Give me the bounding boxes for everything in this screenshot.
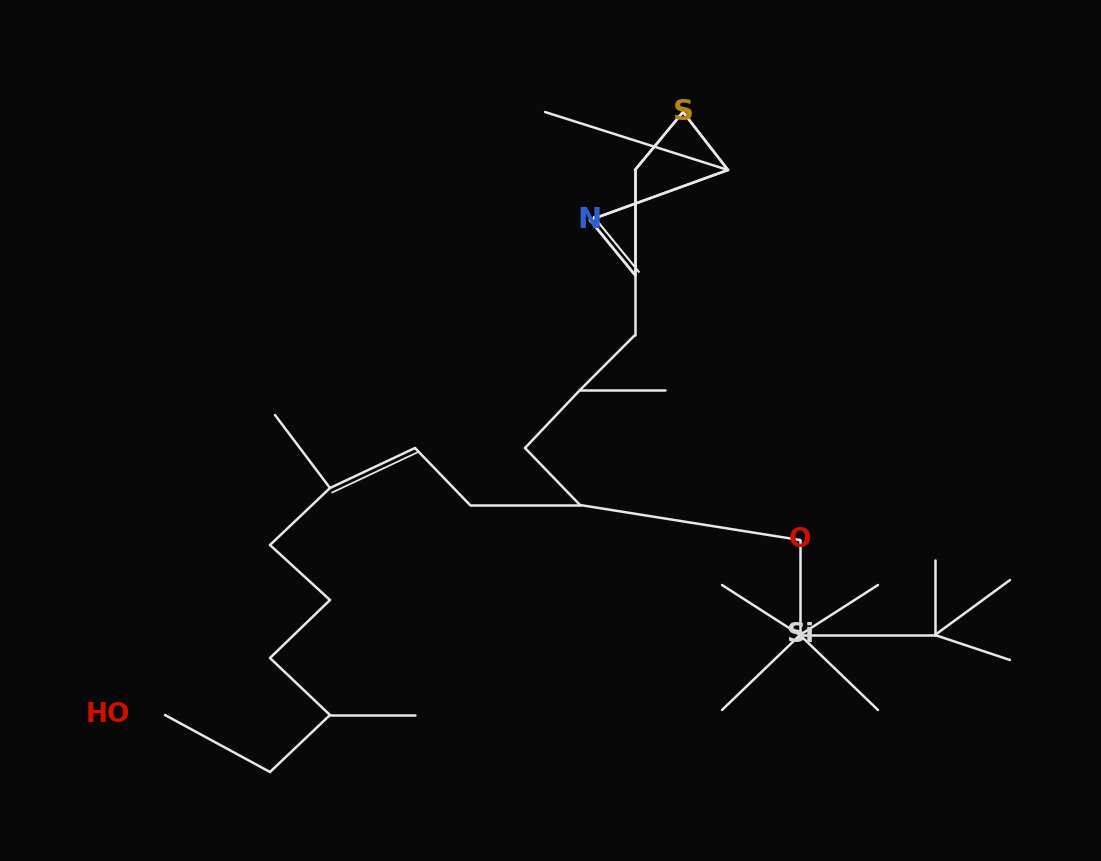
Text: S: S: [673, 98, 694, 126]
Text: N: N: [578, 206, 602, 234]
Text: O: O: [788, 527, 811, 553]
Text: Si: Si: [786, 622, 814, 648]
Text: HO: HO: [86, 702, 130, 728]
